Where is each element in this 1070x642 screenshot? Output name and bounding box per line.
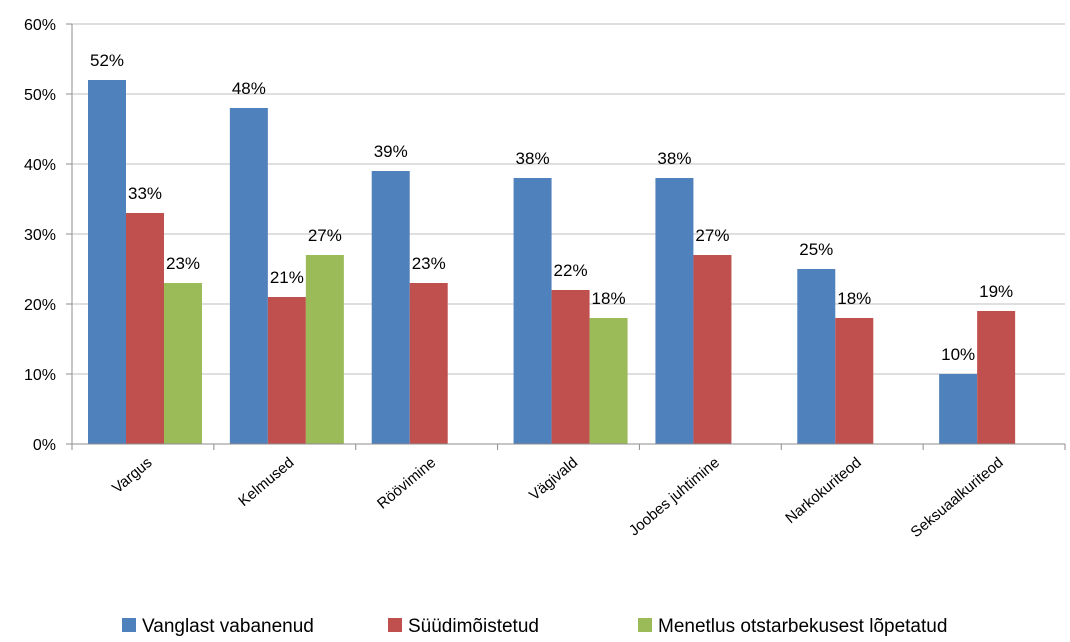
bar bbox=[164, 283, 202, 444]
y-tick-label: 20% bbox=[24, 297, 56, 314]
y-tick-label: 10% bbox=[24, 367, 56, 384]
data-label: 27% bbox=[308, 226, 342, 245]
data-label: 48% bbox=[232, 79, 266, 98]
bar bbox=[693, 255, 732, 444]
legend-label: Vanglast vabanenud bbox=[142, 616, 314, 637]
x-axis-category-labels: Vargus Kelmused Röövimine Vägivald Joobes ju… bbox=[109, 454, 1007, 541]
y-tick-label: 50% bbox=[24, 87, 56, 104]
data-label: 27% bbox=[695, 226, 729, 245]
category-label: Narkokuriteod bbox=[782, 454, 864, 527]
data-label: 33% bbox=[128, 184, 162, 203]
category-label: Röövimine bbox=[374, 454, 439, 513]
bar bbox=[835, 318, 874, 444]
data-label: 10% bbox=[941, 345, 975, 364]
y-tick-label: 0% bbox=[33, 437, 56, 454]
legend: Vanglast vabanenud Süüdimõistetud Menetlus… bbox=[122, 616, 947, 637]
bar bbox=[126, 213, 164, 444]
data-label: 38% bbox=[657, 149, 691, 168]
legend-swatch bbox=[388, 618, 402, 632]
y-axis-tick-labels: 0% 10% 20% 30% 40% 50% 60% bbox=[24, 17, 56, 454]
data-label: 38% bbox=[516, 149, 550, 168]
bars bbox=[88, 80, 1016, 444]
bar bbox=[513, 178, 552, 444]
y-tick-label: 30% bbox=[24, 227, 56, 244]
data-label: 52% bbox=[90, 51, 124, 70]
bar bbox=[655, 178, 694, 444]
bar bbox=[88, 80, 126, 444]
bar bbox=[589, 318, 628, 444]
category-label: Kelmused bbox=[235, 454, 297, 510]
data-label: 19% bbox=[979, 282, 1013, 301]
data-label: 39% bbox=[374, 142, 408, 161]
data-label: 23% bbox=[412, 254, 446, 273]
legend-label: Süüdimõistetud bbox=[408, 616, 539, 637]
bar bbox=[267, 297, 306, 444]
y-tick-label: 40% bbox=[24, 157, 56, 174]
category-label: Seksuaalkuriteod bbox=[908, 454, 1007, 541]
data-label: 22% bbox=[554, 261, 588, 280]
legend-swatch bbox=[122, 618, 136, 632]
bar bbox=[371, 171, 410, 444]
data-labels: 52% 48% 39% 38% 38% 25% 10% 33% 21% 23% 22% 27% 18% 1… bbox=[90, 51, 1013, 364]
data-label: 21% bbox=[270, 268, 304, 287]
bar bbox=[305, 255, 344, 444]
data-label: 18% bbox=[837, 289, 871, 308]
bar bbox=[409, 283, 448, 444]
category-label: Vargus bbox=[109, 454, 155, 497]
data-label: 25% bbox=[799, 240, 833, 259]
bar bbox=[977, 311, 1016, 444]
y-tick-label: 60% bbox=[24, 17, 56, 34]
bar bbox=[797, 269, 836, 444]
bar bbox=[939, 374, 978, 444]
legend-label: Menetlus otstarbekusest lõpetatud bbox=[658, 616, 947, 637]
bar bbox=[551, 290, 590, 444]
category-label: Vägivald bbox=[526, 454, 581, 504]
legend-swatch bbox=[638, 618, 652, 632]
data-label: 23% bbox=[166, 254, 200, 273]
data-label: 18% bbox=[592, 289, 626, 308]
category-label: Joobes juhtimine bbox=[626, 454, 723, 539]
bar bbox=[229, 108, 268, 444]
